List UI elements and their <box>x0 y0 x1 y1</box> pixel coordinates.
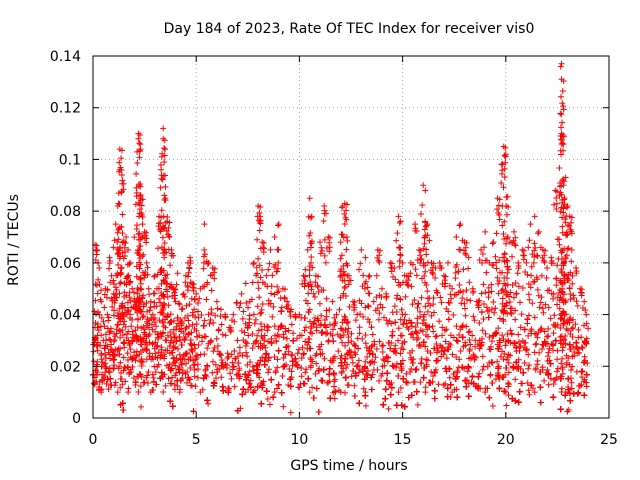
data-point <box>205 400 212 407</box>
data-point <box>227 370 234 377</box>
data-point <box>220 387 227 394</box>
data-point <box>547 375 554 382</box>
data-point <box>376 310 383 317</box>
data-point <box>259 354 266 361</box>
data-point <box>505 392 512 399</box>
data-points <box>90 60 592 416</box>
data-point <box>486 394 493 401</box>
data-point <box>287 409 294 416</box>
data-point <box>429 372 436 379</box>
data-point <box>90 358 97 365</box>
data-point <box>532 341 539 348</box>
data-point <box>489 403 496 410</box>
data-point <box>413 366 420 373</box>
data-point <box>443 355 450 362</box>
data-point <box>469 373 476 380</box>
data-point <box>105 386 112 393</box>
data-point <box>169 374 176 381</box>
data-point <box>476 345 483 352</box>
data-point <box>565 406 572 413</box>
data-point <box>112 379 119 386</box>
data-point <box>414 401 421 408</box>
data-point <box>266 401 273 408</box>
data-point <box>545 381 552 388</box>
data-point <box>174 382 181 389</box>
data-point <box>119 381 126 388</box>
data-point <box>526 391 533 398</box>
data-point <box>244 340 251 347</box>
data-point <box>280 403 287 410</box>
data-point <box>568 379 575 386</box>
data-point <box>578 374 585 381</box>
data-point <box>362 402 369 409</box>
data-point <box>138 403 145 410</box>
data-point <box>203 373 210 380</box>
data-point <box>525 387 532 394</box>
data-point <box>264 396 271 403</box>
data-point <box>385 405 392 412</box>
data-point <box>341 389 348 396</box>
data-point <box>348 373 355 380</box>
data-point <box>503 402 510 409</box>
data-point <box>568 385 575 392</box>
data-point <box>268 376 275 383</box>
data-point <box>250 389 257 396</box>
